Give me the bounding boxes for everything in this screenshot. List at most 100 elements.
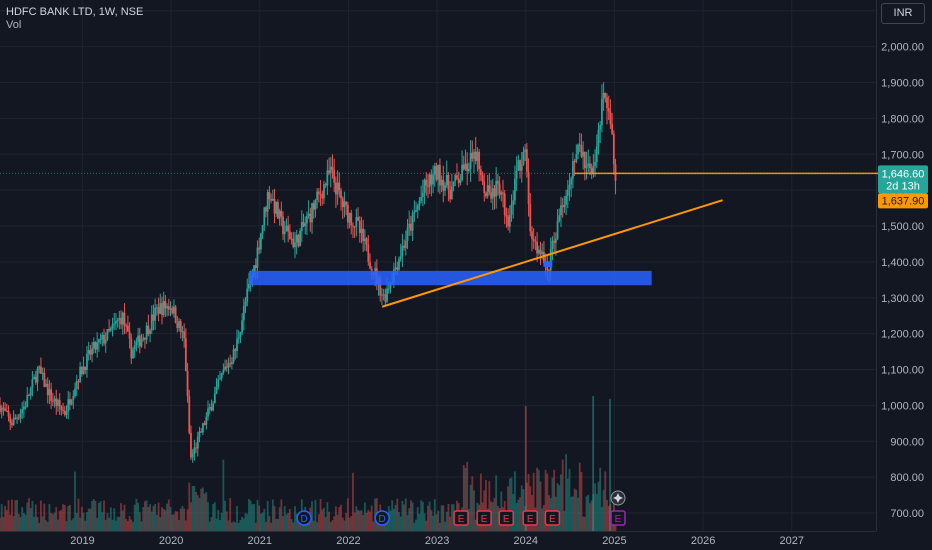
volume-bar <box>328 511 330 531</box>
volume-bar <box>454 522 457 531</box>
volume-bar <box>222 459 225 531</box>
candle-body <box>386 288 388 302</box>
volume-bar <box>411 502 414 531</box>
candle-body <box>152 314 155 321</box>
candle-body <box>176 322 179 329</box>
candle-body <box>111 324 114 329</box>
volume-bar <box>28 498 30 531</box>
volume-bar <box>138 512 141 531</box>
candle-body <box>285 225 288 232</box>
volume-bar <box>253 504 255 531</box>
volume-bar <box>541 508 544 531</box>
currency-button[interactable]: INR <box>881 3 925 24</box>
volume-bar <box>386 517 388 531</box>
candle-body <box>5 410 8 412</box>
candle-body <box>389 283 392 289</box>
volume-bar <box>398 512 400 531</box>
volume-bar <box>41 516 44 531</box>
volume-bar <box>254 522 257 531</box>
candle-body <box>142 337 145 340</box>
volume-bar <box>48 503 51 531</box>
candle-body <box>445 175 448 186</box>
volume-bar <box>297 522 300 531</box>
candle-body <box>317 191 320 194</box>
candle-body <box>572 161 574 179</box>
volume-bar <box>178 519 180 531</box>
volume-bar <box>317 514 320 531</box>
volume-bar <box>133 504 136 531</box>
candle-body <box>548 270 550 272</box>
price-tick-label: 800.00 <box>890 472 924 484</box>
volume-bar <box>346 498 349 531</box>
volume-bar <box>447 503 450 531</box>
candle-body <box>203 423 206 425</box>
candle-body <box>464 163 467 170</box>
event-marker-label: E <box>527 514 534 525</box>
candle-body <box>384 294 387 302</box>
volume-bar <box>251 504 254 531</box>
candle-body <box>144 337 146 340</box>
volume-bar <box>132 521 134 531</box>
candle-body <box>519 160 521 171</box>
volume-bar <box>87 508 90 531</box>
candle-body <box>96 342 99 350</box>
candle-body <box>551 240 554 249</box>
candle-body <box>350 213 353 226</box>
volume-bar <box>568 469 571 531</box>
volume-bar <box>111 519 114 531</box>
volume-bar <box>217 509 220 531</box>
volume-bar <box>220 512 223 531</box>
candle-body <box>62 409 64 411</box>
candle-body <box>0 405 1 412</box>
candle-body <box>462 164 465 170</box>
candle-body <box>336 182 339 195</box>
volume-bar <box>435 514 438 531</box>
candle-body <box>295 234 298 243</box>
candle-body <box>442 179 445 191</box>
volume-bar <box>427 505 429 531</box>
candle-body <box>239 332 242 338</box>
volume-bar <box>34 504 37 531</box>
candle-body <box>435 165 438 180</box>
volume-bar <box>587 494 590 531</box>
candle-body <box>220 373 223 379</box>
volume-bar <box>69 504 71 531</box>
candle-body <box>355 217 358 227</box>
candle-body <box>427 185 429 187</box>
candle-body <box>411 212 414 231</box>
volume-bar <box>520 485 523 531</box>
candle-body <box>157 307 160 314</box>
volume-bar <box>38 522 41 531</box>
candle-body <box>473 151 475 159</box>
candle-body <box>92 342 95 349</box>
candle-body <box>11 422 13 426</box>
volume-bar <box>21 507 24 531</box>
volume-bar <box>479 473 482 531</box>
volume-bar <box>590 500 593 531</box>
candle-body <box>614 164 617 181</box>
time-axis[interactable]: 2019 2020 2021 2022 2023 2024 2025 2026 2027 <box>70 535 804 547</box>
volume-bar <box>248 498 250 531</box>
volume-bar <box>67 505 70 531</box>
candle-body <box>26 395 29 407</box>
volume-bar <box>566 478 569 531</box>
candle-body <box>331 166 334 170</box>
candle-body <box>524 149 527 153</box>
symbol-title: HDFC BANK LTD, 1W, NSE <box>6 6 144 18</box>
volume-bar <box>408 508 411 531</box>
candle-body <box>358 220 361 234</box>
candle-body <box>585 165 588 169</box>
candle-body <box>595 146 598 163</box>
candle-body <box>404 240 407 248</box>
candle-body <box>67 399 70 412</box>
volume-label: Vol <box>6 19 22 31</box>
volume-bar <box>578 462 581 531</box>
candle-body <box>183 331 186 339</box>
volume-bar <box>179 508 182 531</box>
volume-bar <box>519 497 521 531</box>
dividend-marker <box>296 510 312 526</box>
candle-body <box>423 179 426 193</box>
price-tick-label: 1,100.00 <box>881 365 924 377</box>
candle-body <box>121 312 124 325</box>
